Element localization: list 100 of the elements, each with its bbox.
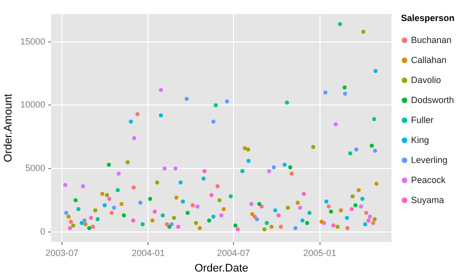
point xyxy=(211,214,216,219)
point xyxy=(288,165,292,170)
point xyxy=(105,193,109,198)
point xyxy=(102,203,107,208)
y-tick-label: 15000 xyxy=(20,36,46,46)
x-tick-label: 2003-07 xyxy=(45,248,79,258)
point xyxy=(219,213,224,218)
y-axis-title: Order.Amount xyxy=(2,94,15,162)
point xyxy=(211,120,216,124)
point xyxy=(374,69,378,73)
point xyxy=(81,184,86,188)
x-tick-label: 2004-07 xyxy=(217,248,250,258)
point xyxy=(293,226,298,230)
point xyxy=(184,96,189,101)
point xyxy=(89,216,94,220)
point xyxy=(158,113,163,118)
point xyxy=(207,218,212,222)
point xyxy=(264,221,269,225)
point xyxy=(150,218,154,222)
point xyxy=(267,169,272,174)
legend-label: Callahan xyxy=(410,54,447,65)
legend-label: Leverling xyxy=(410,154,448,165)
point xyxy=(273,208,278,212)
point xyxy=(122,213,126,218)
point xyxy=(160,213,165,218)
point xyxy=(195,204,200,209)
point xyxy=(82,218,87,222)
point xyxy=(233,224,238,228)
point xyxy=(272,165,276,170)
point xyxy=(345,226,350,230)
point xyxy=(217,198,222,202)
point xyxy=(186,210,190,215)
point xyxy=(90,224,95,229)
point xyxy=(353,203,358,208)
point xyxy=(311,145,316,149)
point xyxy=(76,207,80,212)
point xyxy=(331,224,336,228)
point xyxy=(262,227,266,232)
point xyxy=(329,210,334,214)
point xyxy=(371,221,376,225)
point xyxy=(224,99,229,104)
point xyxy=(246,158,251,163)
point xyxy=(87,226,92,230)
point xyxy=(374,182,378,186)
point xyxy=(202,176,206,181)
point xyxy=(252,214,257,219)
point xyxy=(178,180,183,184)
point xyxy=(350,194,355,198)
point xyxy=(112,206,116,210)
point xyxy=(372,117,376,122)
point xyxy=(298,206,302,210)
point xyxy=(116,172,121,176)
point xyxy=(320,220,324,224)
point xyxy=(290,172,294,176)
point xyxy=(131,218,136,222)
point xyxy=(174,196,178,200)
point xyxy=(68,220,73,224)
point xyxy=(286,206,290,210)
point xyxy=(190,203,195,208)
point xyxy=(336,224,340,229)
point xyxy=(249,202,254,206)
point xyxy=(257,202,262,206)
legend-label: Fuller xyxy=(410,114,434,125)
point xyxy=(173,166,178,171)
point xyxy=(307,210,312,215)
point xyxy=(366,218,371,222)
point xyxy=(222,207,226,212)
point xyxy=(83,222,88,226)
point xyxy=(167,224,172,229)
point xyxy=(300,218,304,222)
point xyxy=(198,226,202,230)
point xyxy=(162,166,167,171)
point xyxy=(164,222,169,226)
point xyxy=(158,88,163,92)
y-tick-label: 0 xyxy=(40,226,46,236)
point xyxy=(236,227,240,232)
point xyxy=(63,183,68,187)
point xyxy=(64,210,68,215)
x-tick-label: 2004-01 xyxy=(132,248,165,258)
point xyxy=(140,222,145,226)
point xyxy=(254,217,259,222)
point xyxy=(270,224,274,229)
point xyxy=(246,148,250,152)
point xyxy=(148,196,152,201)
point xyxy=(96,217,100,222)
point xyxy=(66,214,71,219)
point xyxy=(370,144,374,148)
point xyxy=(282,162,287,167)
point xyxy=(372,217,377,222)
point xyxy=(363,222,368,226)
point xyxy=(276,213,281,218)
point xyxy=(343,92,348,96)
point xyxy=(107,196,112,201)
point xyxy=(132,186,136,190)
point xyxy=(302,192,306,196)
point xyxy=(214,103,218,108)
point xyxy=(71,224,76,228)
point xyxy=(202,169,206,174)
point xyxy=(359,204,364,209)
point xyxy=(342,85,347,90)
